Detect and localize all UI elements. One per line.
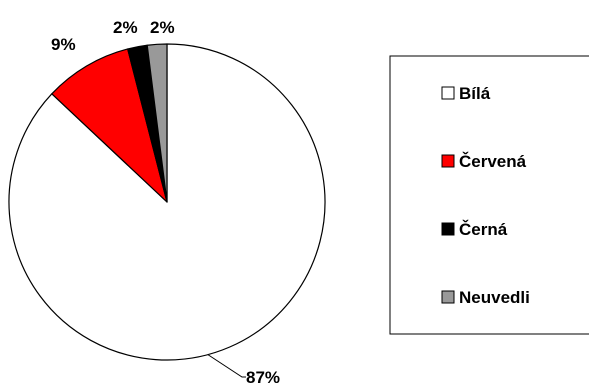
legend-box — [389, 55, 589, 335]
pie-slices — [8, 43, 326, 361]
data-label-2: 9% — [51, 35, 76, 54]
legend-label-1: Bílá — [459, 84, 491, 103]
data-label-3: 2% — [113, 18, 138, 37]
leader-line-1 — [207, 354, 246, 378]
legend-swatch-2 — [441, 154, 455, 168]
data-label-4: 2% — [150, 18, 175, 37]
legend-swatch-1 — [441, 86, 455, 100]
pie-slice-2 — [51, 48, 168, 203]
pie-slice-4 — [146, 43, 168, 203]
legend-label-2: Červená — [459, 152, 527, 171]
leader-lines — [207, 354, 246, 378]
legend-swatch-3 — [441, 222, 455, 236]
legend: Bílá Červená Černá Neuvedli — [389, 55, 589, 335]
data-label-1: 87% — [246, 368, 280, 387]
legend-swatch-4 — [441, 290, 455, 304]
data-labels: 87% 9% 2% 2% — [51, 18, 280, 387]
legend-label-3: Černá — [459, 220, 508, 239]
legend-label-4: Neuvedli — [459, 288, 530, 307]
